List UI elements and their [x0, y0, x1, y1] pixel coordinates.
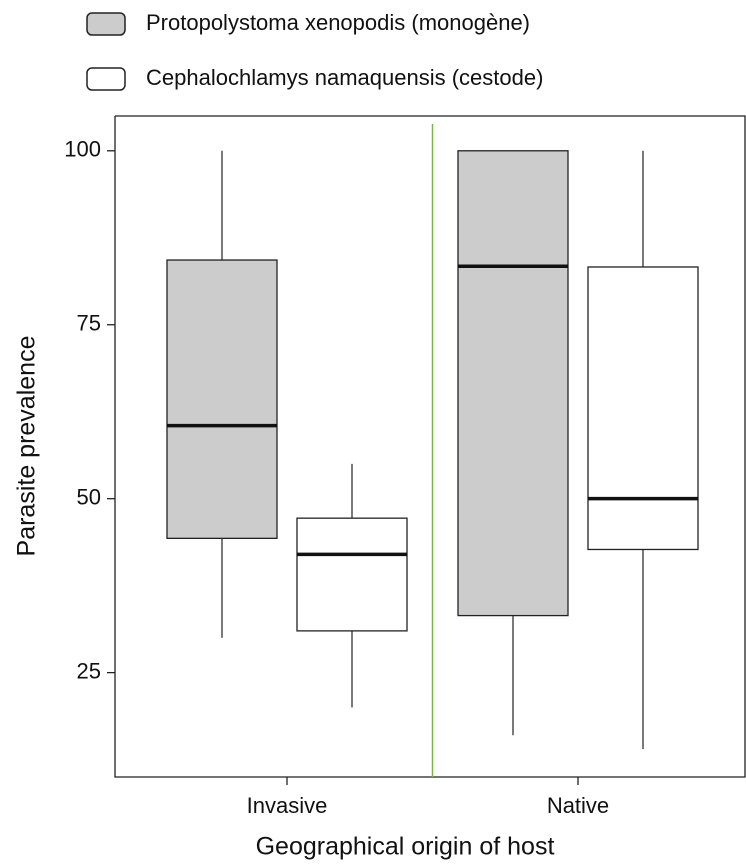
axis-frame [114, 115, 746, 778]
y-tick-label: 100 [64, 137, 101, 162]
legend-swatch [86, 12, 126, 36]
box [457, 150, 569, 617]
legend-swatch [86, 67, 126, 91]
y-tick-label: 25 [77, 658, 101, 683]
x-axis-title: Geographical origin of host [256, 833, 555, 861]
x-tick-label: Invasive [247, 793, 328, 818]
y-tick-label: 50 [77, 484, 101, 509]
box [166, 259, 278, 539]
box [587, 266, 699, 551]
legend-label: Cephalochlamys namaquensis (cestode) [146, 65, 543, 90]
y-tick-label: 75 [77, 311, 101, 336]
x-tick-label: Native [547, 793, 609, 818]
box [296, 517, 408, 632]
y-axis-title: Parasite prevalence [13, 336, 41, 557]
legend-label: Protopolystoma xenopodis (monogène) [146, 10, 530, 35]
